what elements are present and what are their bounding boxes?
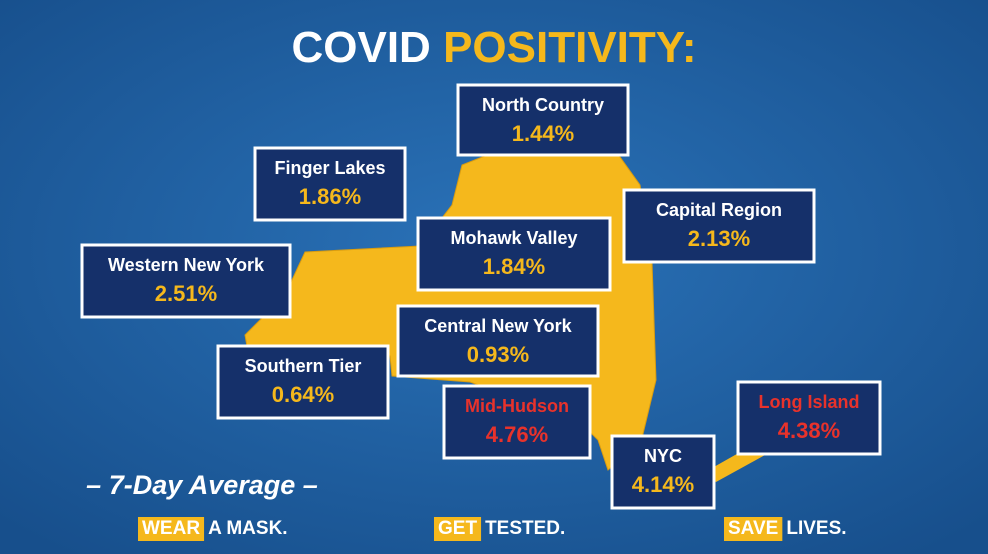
region-box: NYC 4.14% xyxy=(610,434,716,510)
footer-note: – 7-Day Average – xyxy=(86,470,318,500)
region-box: Finger Lakes 1.86% xyxy=(253,146,407,222)
title-yellow: POSITIVITY: xyxy=(443,23,696,72)
region-value: 4.38% xyxy=(778,418,840,443)
title-white: COVID xyxy=(291,23,430,72)
region-frame xyxy=(253,146,407,222)
slogan-highlight-box xyxy=(434,517,482,541)
slogan-rest: LIVES. xyxy=(786,518,846,539)
region-name: Mid-Hudson xyxy=(465,396,569,416)
slogan-highlight: WEAR xyxy=(142,518,200,539)
region-frame xyxy=(456,83,630,157)
region-value: 1.84% xyxy=(483,254,545,279)
region-name: Capital Region xyxy=(656,200,782,220)
region-box: Western New York 2.51% xyxy=(80,243,292,319)
region-frame xyxy=(622,188,816,264)
region-frame xyxy=(416,216,612,292)
region-value: 0.93% xyxy=(467,342,529,367)
region-frame xyxy=(736,380,882,456)
region-box: Capital Region 2.13% xyxy=(622,188,816,264)
region-name: Long Island xyxy=(759,392,860,412)
region-box: Central New York 0.93% xyxy=(396,304,600,378)
region-box: Long Island 4.38% xyxy=(736,380,882,456)
region-value: 2.51% xyxy=(155,281,217,306)
slogan: GET TESTED. xyxy=(434,517,565,541)
slogan-highlight-box xyxy=(724,517,783,541)
region-box: North Country 1.44% xyxy=(456,83,630,157)
slogan: SAVE LIVES. xyxy=(724,517,847,541)
region-frame xyxy=(216,344,390,420)
region-name: Mohawk Valley xyxy=(450,228,577,248)
region-value: 4.14% xyxy=(632,472,694,497)
region-name: Western New York xyxy=(108,255,265,275)
slogan-rest: A MASK. xyxy=(208,518,288,539)
region-frame xyxy=(442,384,592,460)
region-value: 2.13% xyxy=(688,226,750,251)
region-name: NYC xyxy=(644,446,682,466)
region-box: Mohawk Valley 1.84% xyxy=(416,216,612,292)
region-value: 1.86% xyxy=(299,184,361,209)
title: COVID POSITIVITY: xyxy=(291,23,696,72)
region-name: Finger Lakes xyxy=(274,158,385,178)
region-frame xyxy=(396,304,600,378)
slogan-highlight: SAVE xyxy=(728,518,778,539)
region-value: 4.76% xyxy=(486,422,548,447)
region-name: North Country xyxy=(482,95,604,115)
slogan-highlight-box xyxy=(138,517,205,541)
region-box: Southern Tier 0.64% xyxy=(216,344,390,420)
region-value: 0.64% xyxy=(272,382,334,407)
slogan-rest: TESTED. xyxy=(485,518,565,539)
region-name: Central New York xyxy=(424,316,572,336)
slogan: WEAR A MASK. xyxy=(138,517,288,541)
slogan-highlight: GET xyxy=(438,518,477,539)
region-value: 1.44% xyxy=(512,121,574,146)
region-frame xyxy=(80,243,292,319)
region-box: Mid-Hudson 4.76% xyxy=(442,384,592,460)
region-name: Southern Tier xyxy=(245,356,362,376)
region-frame xyxy=(610,434,716,510)
